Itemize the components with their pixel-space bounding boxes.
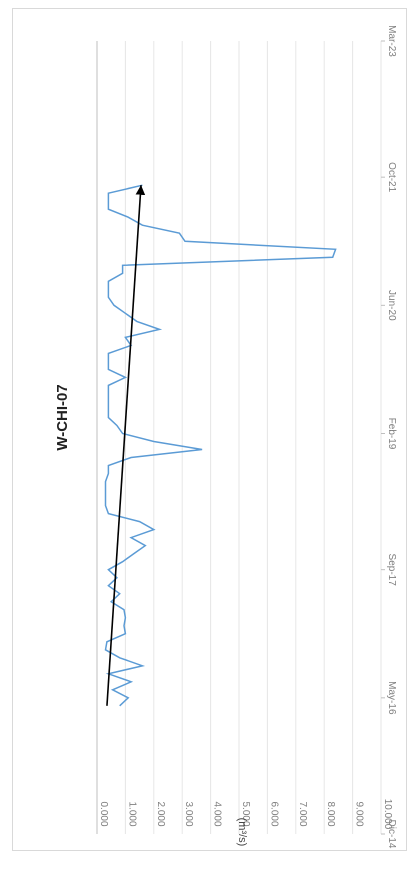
y-axis-ticks: 0.000 1.000 2.000 3.000 4.000 5.000 6.000 7.000… (98, 799, 393, 830)
x-axis-ticks: Dic-14 May-16 Sep-17 Feb-19 Jun-20 Oct-21 Mar-… (381, 25, 397, 849)
y-tick-label: 3.000 (183, 801, 194, 826)
y-tick-label: 5.000 (240, 801, 251, 826)
trend-line (106, 185, 146, 706)
x-tick-label: Mar-23 (386, 25, 397, 57)
line-chart: 0.000 1.000 2.000 3.000 4.000 5.000 6.000 7.000… (54, 25, 397, 849)
x-tick-label: Sep-17 (386, 554, 397, 587)
y-tick-label: 7.000 (297, 801, 308, 826)
chart-frame: 0.000 1.000 2.000 3.000 4.000 5.000 6.000 7.000… (12, 8, 407, 851)
y-tick-label: 6.000 (268, 801, 279, 826)
gridlines (96, 41, 382, 834)
x-tick-label: Dic-14 (386, 820, 397, 849)
y-tick-label: 4.000 (212, 801, 223, 826)
chart-title: W-CHI-07 (54, 384, 71, 450)
x-tick-label: May-16 (386, 681, 397, 715)
x-tick-label: Feb-19 (386, 418, 397, 450)
y-tick-label: 9.000 (354, 801, 365, 826)
y-tick-label: 1.000 (126, 801, 137, 826)
x-tick-label: Jun-20 (386, 290, 397, 321)
y-axis-label: (m³/s) (236, 818, 248, 847)
x-tick-label: Oct-21 (386, 162, 397, 192)
y-tick-label: 2.000 (155, 801, 166, 826)
series-line (104, 184, 337, 707)
y-tick-label: 10.000 (382, 799, 393, 830)
y-tick-label: 8.000 (325, 801, 336, 826)
y-tick-label: 0.000 (98, 801, 109, 826)
